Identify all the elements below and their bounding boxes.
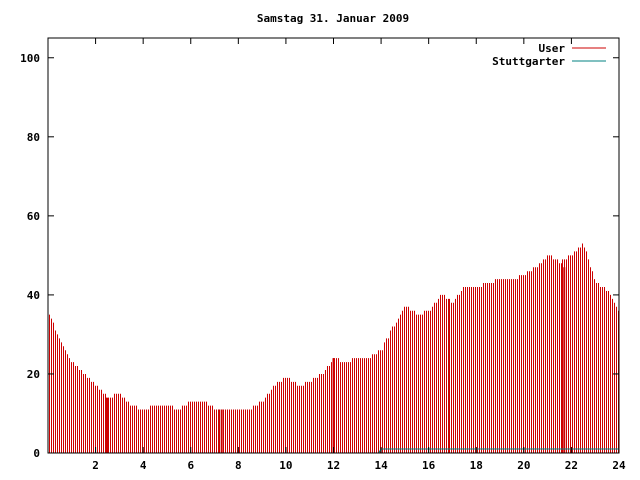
chart-title: Samstag 31. Januar 2009 xyxy=(257,12,409,25)
bars-layer xyxy=(49,243,619,453)
y-tick-label: 20 xyxy=(27,368,40,381)
y-tick-label: 80 xyxy=(27,131,40,144)
x-tick-label: 16 xyxy=(422,459,436,472)
x-axis: 2 4 6 8 10 12 14 16 18 20 22 24 xyxy=(92,38,626,472)
x-tick-label: 6 xyxy=(187,459,194,472)
x-tick-label: 2 xyxy=(92,459,99,472)
x-tick-label: 24 xyxy=(612,459,626,472)
x-tick-label: 4 xyxy=(140,459,147,472)
x-tick-label: 12 xyxy=(327,459,340,472)
y-tick-label: 60 xyxy=(27,210,40,223)
legend: User Stuttgarter xyxy=(492,42,606,68)
legend-label-stuttgarter: Stuttgarter xyxy=(492,55,565,68)
y-tick-label: 40 xyxy=(27,289,40,302)
x-tick-label: 8 xyxy=(235,459,242,472)
legend-label-user: User xyxy=(539,42,566,55)
x-tick-label: 14 xyxy=(374,459,388,472)
x-tick-label: 18 xyxy=(470,459,483,472)
x-tick-label: 10 xyxy=(279,459,292,472)
y-tick-label: 0 xyxy=(33,447,40,460)
y-tick-label: 100 xyxy=(20,52,40,65)
x-tick-label: 22 xyxy=(565,459,578,472)
y-axis: 0 20 40 60 80 100 xyxy=(20,52,619,460)
x-tick-label: 20 xyxy=(517,459,530,472)
